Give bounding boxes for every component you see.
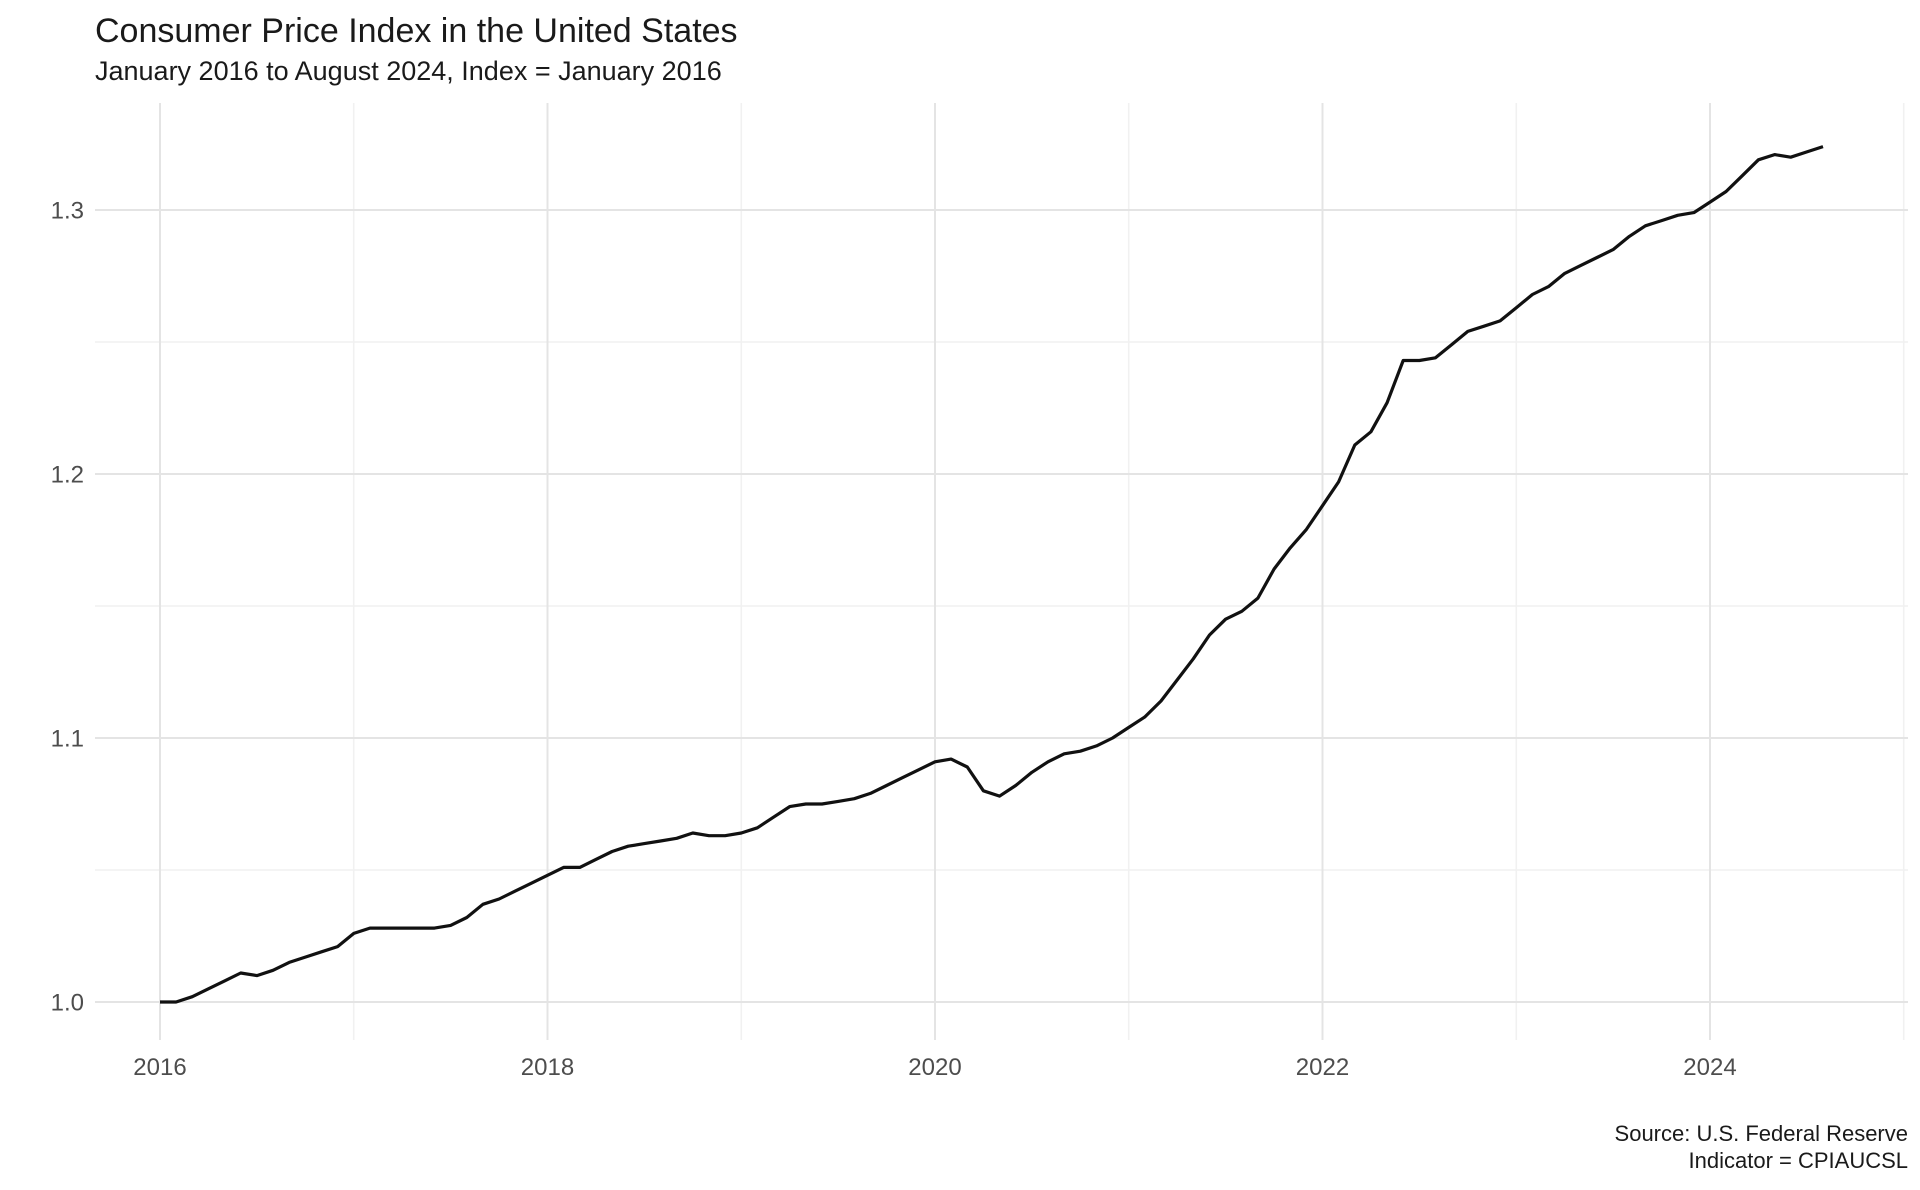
x-tick-label: 2018 [521, 1054, 574, 1081]
y-tick-label: 1.2 [51, 462, 84, 489]
y-tick-label: 1.1 [51, 726, 84, 753]
x-tick-label: 2022 [1296, 1054, 1349, 1081]
caption-indicator-line: Indicator = CPIAUCSL [1688, 1148, 1908, 1173]
source-caption: Source: U.S. Federal Reserve Indicator =… [1615, 1120, 1908, 1174]
cpi-series-line [160, 145, 1824, 1004]
chart-title: Consumer Price Index in the United State… [95, 12, 738, 50]
x-tick-label: 2024 [1683, 1054, 1736, 1081]
caption-source-line: Source: U.S. Federal Reserve [1614, 1121, 1908, 1146]
y-tick-label: 1.3 [51, 198, 84, 225]
y-tick-label: 1.0 [51, 990, 84, 1017]
x-tick-label: 2016 [133, 1054, 186, 1081]
x-tick-label: 2020 [908, 1054, 961, 1081]
chart-subtitle: January 2016 to August 2024, Index = Jan… [95, 56, 722, 86]
